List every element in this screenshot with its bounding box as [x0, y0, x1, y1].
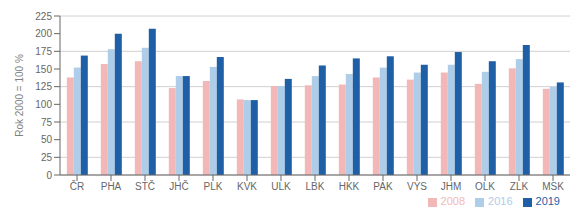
- svg-text:PLK: PLK: [204, 181, 223, 192]
- svg-text:MSK: MSK: [542, 181, 564, 192]
- svg-text:PAK: PAK: [373, 181, 393, 192]
- svg-text:ULK: ULK: [271, 181, 291, 192]
- svg-text:OLK: OLK: [475, 181, 495, 192]
- svg-text:25: 25: [41, 152, 53, 163]
- svg-text:125: 125: [35, 81, 52, 92]
- svg-text:ČR: ČR: [70, 180, 84, 192]
- svg-text:VYS: VYS: [407, 181, 427, 192]
- svg-text:225: 225: [35, 11, 52, 22]
- html-text:2008: 2008: [440, 195, 465, 207]
- svg-text:75: 75: [41, 117, 53, 128]
- svg-text:ZLK: ZLK: [510, 181, 529, 192]
- svg-text:Rok 2000 = 100 %: Rok 2000 = 100 %: [14, 54, 25, 137]
- svg-text:100: 100: [35, 99, 52, 110]
- svg-text:HKK: HKK: [339, 181, 360, 192]
- svg-text:KVK: KVK: [237, 181, 257, 192]
- html-text:2019: 2019: [535, 195, 560, 207]
- svg-text:175: 175: [35, 46, 52, 57]
- svg-text:JHM: JHM: [441, 181, 462, 192]
- svg-text:PHA: PHA: [101, 181, 122, 192]
- svg-text:LBK: LBK: [306, 181, 325, 192]
- svg-text:150: 150: [35, 64, 52, 75]
- svg-text:200: 200: [35, 28, 52, 39]
- svg-text:50: 50: [41, 134, 53, 145]
- html-text:2016: 2016: [488, 195, 513, 207]
- svg-text:0: 0: [46, 170, 52, 181]
- svg-text:JHČ: JHČ: [169, 180, 188, 192]
- svg-text:STČ: STČ: [135, 180, 155, 192]
